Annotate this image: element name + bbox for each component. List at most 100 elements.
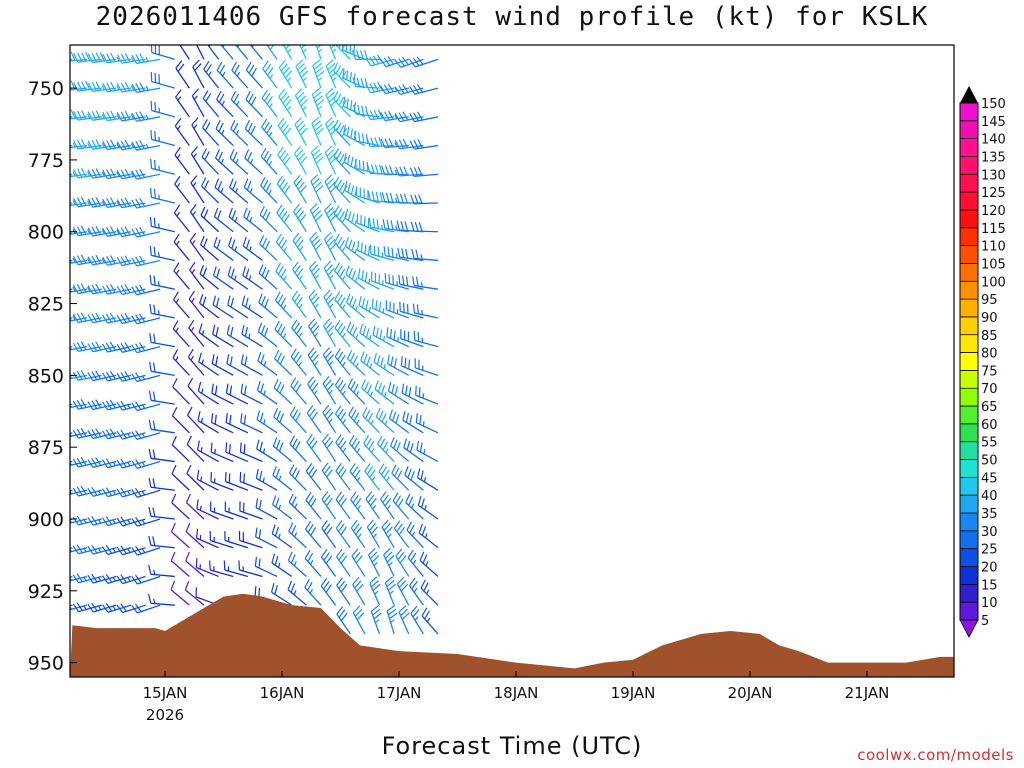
wind-barb xyxy=(72,312,102,324)
wind-barb xyxy=(261,89,278,118)
colorbar-swatch xyxy=(960,584,978,603)
y-tick-label: 750 xyxy=(28,78,64,100)
wind-barb xyxy=(149,332,175,348)
wind-barb xyxy=(188,319,205,348)
wind-barb xyxy=(171,464,190,491)
wind-barb xyxy=(173,204,190,233)
wind-barb xyxy=(102,255,132,266)
wind-barb xyxy=(150,158,175,175)
wind-barb xyxy=(352,576,366,606)
wind-barb xyxy=(70,518,88,524)
wind-barb xyxy=(400,356,424,376)
colorbar-tick-label: 65 xyxy=(981,400,998,415)
wind-barb xyxy=(73,196,102,208)
x-tick-label: 15JAN xyxy=(143,684,188,702)
wind-barb xyxy=(260,147,278,175)
wind-barb xyxy=(334,348,351,376)
wind-barb xyxy=(72,283,102,295)
colorbar-tick-label: 115 xyxy=(981,222,1006,237)
wind-barb xyxy=(402,410,424,434)
wind-barb xyxy=(101,428,132,440)
wind-barb xyxy=(189,232,205,261)
wind-barb xyxy=(334,377,351,405)
wind-barb xyxy=(72,341,102,352)
wind-barb xyxy=(192,59,205,89)
wind-barb xyxy=(243,178,263,204)
wind-barb xyxy=(174,175,190,204)
wind-barb xyxy=(260,176,278,204)
wind-barb xyxy=(72,485,102,497)
wind-barb xyxy=(150,129,175,147)
wind-barb xyxy=(238,560,263,578)
wind-barb xyxy=(346,321,366,348)
wind-barb xyxy=(150,45,175,60)
wind-barb xyxy=(70,286,88,293)
wind-barb xyxy=(305,491,322,520)
wind-barb xyxy=(241,324,263,348)
wind-barb xyxy=(333,176,351,204)
wind-barb xyxy=(394,111,424,123)
wind-barb xyxy=(102,168,131,180)
wind-barb xyxy=(365,491,381,520)
wind-barb xyxy=(116,400,146,411)
wind-barb xyxy=(309,203,323,233)
wind-barb xyxy=(131,140,161,151)
wind-barb xyxy=(321,462,337,491)
wind-barb xyxy=(335,491,351,520)
wind-barb xyxy=(131,401,161,412)
wind-barb xyxy=(220,45,234,60)
wind-barb xyxy=(149,245,175,262)
wind-barb xyxy=(238,530,263,549)
wind-barb xyxy=(310,145,324,175)
colorbar-swatch xyxy=(960,406,978,425)
wind-barb xyxy=(271,524,293,549)
colorbar-tick-label: 150 xyxy=(981,97,1006,112)
wind-barb xyxy=(87,254,117,266)
wind-barb xyxy=(116,110,146,122)
wind-barb xyxy=(188,290,205,319)
wind-barb xyxy=(277,117,293,146)
wind-barb xyxy=(305,463,322,491)
colorbar-tick-label: 110 xyxy=(981,240,1006,255)
x-axis-title: Forecast Time (UTC) xyxy=(381,732,643,760)
wind-barb xyxy=(311,116,324,146)
wind-barb xyxy=(224,501,249,520)
wind-barb xyxy=(70,345,88,351)
wind-barb xyxy=(308,289,322,319)
wind-barb xyxy=(186,435,205,463)
wind-barb xyxy=(148,419,175,434)
x-tick-label: 18JAN xyxy=(494,684,539,702)
wind-barb xyxy=(357,241,380,262)
colorbar-tick-label: 80 xyxy=(981,347,998,362)
wind-barb xyxy=(216,90,234,118)
wind-barb xyxy=(388,409,410,434)
wind-barb xyxy=(239,442,263,463)
wind-barb xyxy=(240,354,263,376)
wind-barb xyxy=(148,564,175,578)
wind-barb xyxy=(102,312,132,324)
wind-barb xyxy=(131,342,161,354)
colorbar-swatch xyxy=(960,299,978,318)
wind-barb xyxy=(417,495,439,520)
wind-barb xyxy=(70,288,73,291)
wind-barb xyxy=(304,578,322,606)
colorbar-swatch xyxy=(960,263,978,282)
wind-barb xyxy=(72,515,102,526)
wind-barb xyxy=(214,178,234,204)
credit-text: coolwx.com/models xyxy=(857,746,1014,764)
wind-barb xyxy=(410,605,424,635)
wind-barb xyxy=(333,233,351,261)
wind-barb xyxy=(274,291,293,319)
wind-barb xyxy=(170,522,190,549)
wind-barb xyxy=(185,493,205,520)
wind-barb xyxy=(73,110,102,121)
wind-barb xyxy=(241,295,263,319)
wind-barb xyxy=(278,88,293,118)
wind-barb xyxy=(294,117,308,146)
wind-barb xyxy=(226,324,249,348)
wind-barb xyxy=(211,383,234,405)
wind-barb xyxy=(349,463,366,491)
colorbar-swatch xyxy=(960,370,978,389)
wind-barb xyxy=(149,216,175,233)
wind-barb xyxy=(401,383,424,405)
